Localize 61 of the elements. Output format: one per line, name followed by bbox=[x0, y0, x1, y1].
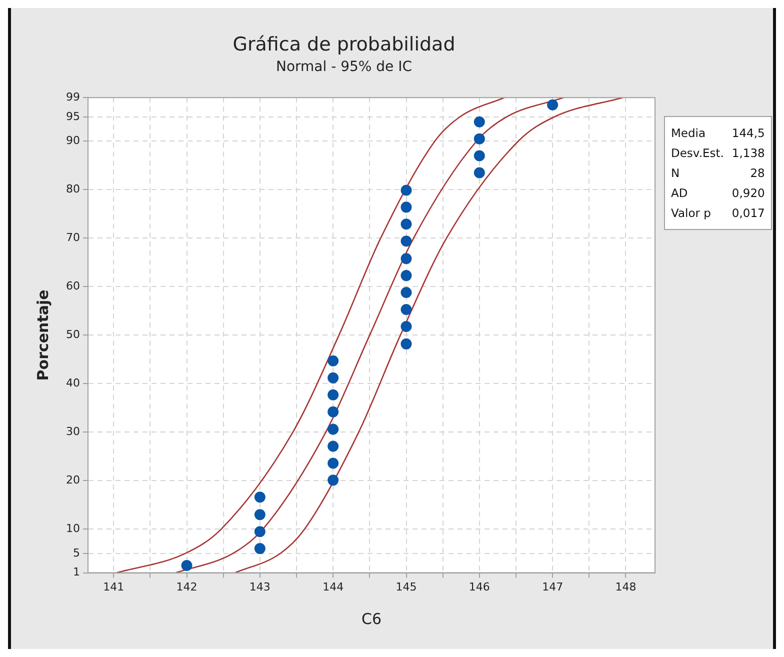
line-series bbox=[116, 98, 505, 573]
text: AD 0,920 bbox=[671, 186, 765, 200]
point bbox=[254, 509, 266, 520]
point bbox=[400, 253, 412, 264]
point bbox=[400, 202, 412, 213]
y-axis-title: Porcentaje bbox=[34, 290, 52, 381]
line-series bbox=[234, 98, 624, 573]
y-tick-label: 80 bbox=[66, 182, 80, 196]
text: Valor p 0,017 bbox=[671, 206, 765, 220]
point bbox=[254, 543, 266, 554]
x-tick-label: 144 bbox=[322, 580, 344, 594]
point bbox=[328, 440, 339, 452]
point bbox=[474, 167, 485, 178]
point bbox=[400, 304, 412, 315]
x-tick-label: 142 bbox=[176, 580, 198, 594]
point bbox=[328, 406, 339, 418]
point bbox=[400, 184, 412, 196]
text: N 28 bbox=[671, 166, 765, 180]
y-tick-label: 90 bbox=[66, 134, 80, 148]
point bbox=[400, 320, 412, 332]
point bbox=[328, 458, 339, 469]
x-tick-label: 143 bbox=[249, 580, 270, 594]
point bbox=[474, 116, 485, 128]
point bbox=[328, 424, 339, 435]
y-tick-label: 10 bbox=[66, 522, 80, 536]
chart-title: Gráfica de probabilidad bbox=[232, 33, 456, 56]
point bbox=[181, 560, 192, 572]
point bbox=[328, 355, 339, 366]
x-tick-label: 141 bbox=[103, 580, 124, 594]
point bbox=[400, 236, 412, 247]
y-tick-label: 30 bbox=[66, 425, 80, 438]
text: Desv.Est. 1,138 bbox=[671, 145, 765, 162]
y-tick-label: 5 bbox=[72, 546, 80, 560]
y-tick-label: 70 bbox=[66, 231, 80, 244]
y-tick-label: 60 bbox=[66, 280, 80, 293]
x-tick-label: 148 bbox=[615, 580, 636, 594]
line-series bbox=[175, 98, 564, 573]
chart-subtitle: Normal - 95% de IC bbox=[276, 58, 412, 75]
point bbox=[328, 372, 339, 384]
point bbox=[254, 492, 266, 503]
text: Media 144,5 bbox=[671, 126, 765, 140]
y-tick-label: 50 bbox=[66, 328, 80, 342]
point bbox=[328, 474, 339, 486]
x-axis-title: C6 bbox=[361, 610, 382, 628]
point bbox=[474, 150, 485, 162]
point bbox=[400, 218, 412, 230]
y-tick-label: 1 bbox=[72, 566, 80, 579]
x-tick-label: 145 bbox=[396, 580, 417, 594]
y-tick-label: 99 bbox=[66, 90, 80, 104]
point bbox=[400, 270, 412, 282]
point bbox=[400, 338, 412, 350]
point bbox=[547, 99, 558, 110]
point bbox=[254, 526, 266, 538]
point bbox=[328, 389, 339, 400]
x-tick-label: 146 bbox=[468, 580, 490, 594]
point bbox=[400, 287, 412, 298]
y-tick-label: 95 bbox=[66, 110, 80, 123]
point bbox=[474, 133, 485, 144]
y-tick-label: 20 bbox=[66, 474, 80, 487]
y-tick-label: 40 bbox=[66, 376, 80, 390]
x-tick-label: 147 bbox=[542, 580, 564, 594]
